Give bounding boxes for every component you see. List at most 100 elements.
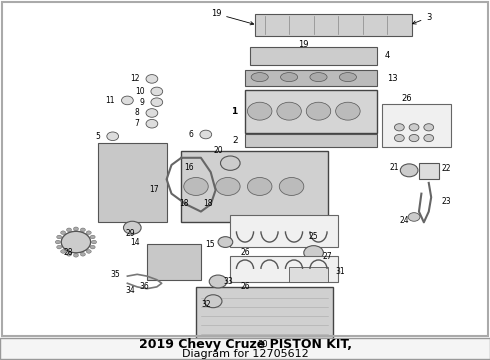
Bar xyxy=(245,90,377,133)
Text: 22: 22 xyxy=(441,165,450,174)
Polygon shape xyxy=(255,14,412,36)
Ellipse shape xyxy=(310,73,327,82)
Circle shape xyxy=(209,275,227,288)
Circle shape xyxy=(216,177,240,195)
Circle shape xyxy=(146,120,158,128)
Circle shape xyxy=(247,177,272,195)
Text: 10: 10 xyxy=(135,87,145,96)
Circle shape xyxy=(277,102,301,120)
Circle shape xyxy=(200,130,212,139)
Circle shape xyxy=(218,237,233,247)
Circle shape xyxy=(184,177,208,195)
Circle shape xyxy=(151,98,163,107)
Bar xyxy=(196,287,333,339)
Circle shape xyxy=(279,177,304,195)
Circle shape xyxy=(394,135,404,141)
Text: 26: 26 xyxy=(240,282,250,291)
Circle shape xyxy=(67,252,72,256)
Circle shape xyxy=(61,249,66,253)
Circle shape xyxy=(57,235,62,239)
Circle shape xyxy=(151,87,163,96)
Text: 36: 36 xyxy=(140,282,149,291)
Text: 20: 20 xyxy=(213,146,223,155)
Text: 11: 11 xyxy=(106,96,115,105)
Circle shape xyxy=(394,124,404,131)
Text: 35: 35 xyxy=(110,270,120,279)
Bar xyxy=(98,143,167,222)
Circle shape xyxy=(306,102,331,120)
Text: 7: 7 xyxy=(135,119,140,128)
Text: 4: 4 xyxy=(385,51,390,60)
Circle shape xyxy=(74,227,78,231)
Circle shape xyxy=(86,249,91,253)
Bar xyxy=(419,163,439,179)
Text: 31: 31 xyxy=(336,267,345,276)
Text: 19: 19 xyxy=(211,9,254,25)
Text: 13: 13 xyxy=(387,75,398,84)
Circle shape xyxy=(57,246,62,249)
Bar xyxy=(181,150,328,222)
Text: 9: 9 xyxy=(140,98,145,107)
Text: 34: 34 xyxy=(125,286,135,295)
Text: 2: 2 xyxy=(232,136,238,145)
Text: 33: 33 xyxy=(223,277,233,286)
Circle shape xyxy=(146,109,158,117)
Text: 32: 32 xyxy=(201,300,211,309)
Circle shape xyxy=(92,240,97,244)
Text: 16: 16 xyxy=(184,163,194,172)
Bar xyxy=(0,338,490,359)
Circle shape xyxy=(90,235,95,239)
Bar xyxy=(245,135,377,147)
Circle shape xyxy=(123,221,141,234)
Text: Diagram for 12705612: Diagram for 12705612 xyxy=(182,349,308,359)
Text: 29: 29 xyxy=(125,229,135,238)
Circle shape xyxy=(400,164,418,177)
Circle shape xyxy=(304,246,323,260)
Circle shape xyxy=(204,295,222,308)
Circle shape xyxy=(424,135,434,141)
Text: 6: 6 xyxy=(189,130,194,139)
Circle shape xyxy=(55,240,60,244)
Text: 14: 14 xyxy=(130,238,140,247)
Text: 25: 25 xyxy=(309,232,318,241)
Circle shape xyxy=(80,252,85,256)
Text: 28: 28 xyxy=(64,248,74,257)
Text: 1: 1 xyxy=(231,107,238,116)
Circle shape xyxy=(424,124,434,131)
Text: 30: 30 xyxy=(257,340,268,349)
Bar xyxy=(230,256,338,282)
Circle shape xyxy=(408,213,420,221)
Bar xyxy=(147,244,201,280)
Text: 19: 19 xyxy=(298,40,309,49)
Circle shape xyxy=(409,124,419,131)
Text: 2019 Chevy Cruze PISTON KIT,: 2019 Chevy Cruze PISTON KIT, xyxy=(139,338,351,351)
Circle shape xyxy=(146,75,158,83)
Text: 8: 8 xyxy=(135,108,140,117)
Ellipse shape xyxy=(281,73,298,82)
Text: 15: 15 xyxy=(205,240,215,249)
Text: 3: 3 xyxy=(413,13,432,24)
Circle shape xyxy=(74,253,78,257)
Text: 24: 24 xyxy=(399,216,409,225)
Text: 12: 12 xyxy=(130,75,140,84)
Ellipse shape xyxy=(251,73,269,82)
Circle shape xyxy=(67,228,72,231)
Text: 18: 18 xyxy=(203,199,213,208)
Bar xyxy=(196,338,333,345)
Text: 26: 26 xyxy=(240,248,250,257)
Text: 17: 17 xyxy=(149,185,159,194)
Circle shape xyxy=(122,96,133,105)
Circle shape xyxy=(61,231,91,253)
Circle shape xyxy=(107,132,119,140)
Ellipse shape xyxy=(299,227,318,236)
Text: 5: 5 xyxy=(96,132,100,141)
Bar xyxy=(230,215,338,247)
Text: 27: 27 xyxy=(322,252,332,261)
Text: 18: 18 xyxy=(179,199,188,208)
Circle shape xyxy=(61,231,66,234)
Circle shape xyxy=(86,231,91,234)
Circle shape xyxy=(409,135,419,141)
Ellipse shape xyxy=(339,73,356,82)
Bar xyxy=(245,70,377,86)
Circle shape xyxy=(220,156,240,170)
